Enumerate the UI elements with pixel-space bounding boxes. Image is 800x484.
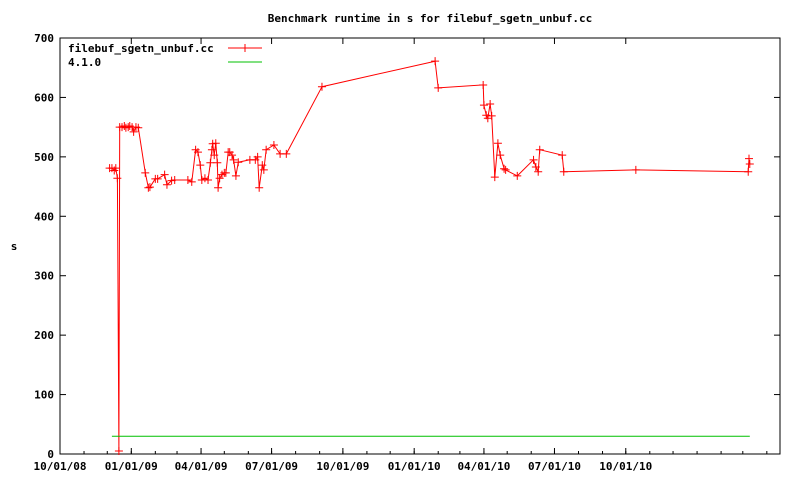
- legend-label-1: 4.1.0: [68, 56, 101, 69]
- data-point: [269, 140, 278, 149]
- x-tick-label: 01/01/09: [105, 460, 158, 473]
- data-point: [490, 173, 499, 182]
- legend-label-0: filebuf_sgetn_unbuf.cc: [68, 42, 214, 55]
- y-tick-label: 200: [34, 329, 54, 342]
- data-point: [170, 176, 179, 185]
- data-point: [231, 171, 240, 180]
- x-tick-label: 04/01/09: [175, 460, 228, 473]
- data-point: [501, 165, 510, 174]
- data-point: [207, 145, 216, 154]
- data-point: [234, 158, 243, 167]
- data-point: [187, 177, 196, 186]
- plot-frame: [59, 37, 781, 455]
- y-tick-label: 400: [34, 210, 54, 223]
- data-point: [258, 161, 267, 170]
- data-point: [253, 152, 262, 161]
- data-point: [479, 101, 488, 110]
- data-point: [558, 151, 567, 160]
- data-point: [559, 167, 568, 176]
- x-tick-label: 10/01/09: [316, 460, 369, 473]
- data-point: [496, 151, 505, 160]
- data-point: [153, 174, 162, 183]
- data-point: [144, 183, 153, 192]
- x-tick-label: 10/01/10: [599, 460, 652, 473]
- x-tick-label: 07/01/09: [245, 460, 298, 473]
- data-point: [631, 165, 640, 174]
- data-point: [221, 168, 230, 177]
- data-point: [229, 155, 238, 164]
- y-tick-label: 700: [34, 32, 54, 45]
- data-point: [262, 145, 271, 154]
- data-point: [535, 145, 544, 154]
- data-point: [745, 159, 754, 168]
- data-point: [529, 155, 538, 164]
- legend: filebuf_sgetn_unbuf.cc 4.1.0: [68, 42, 262, 69]
- data-point: [134, 123, 143, 132]
- data-point: [196, 161, 205, 170]
- data-point: [434, 83, 443, 92]
- data-point: [744, 154, 753, 163]
- data-point: [162, 180, 171, 189]
- data-point: [431, 57, 440, 66]
- data-point: [534, 167, 543, 176]
- y-tick-label: 0: [47, 448, 54, 461]
- data-point: [213, 158, 222, 167]
- data-point: [214, 183, 223, 192]
- data-point: [206, 158, 215, 167]
- y-tick-label: 300: [34, 270, 54, 283]
- data-point: [210, 151, 219, 160]
- x-tick-label: 07/01/10: [528, 460, 581, 473]
- data-point: [531, 162, 540, 171]
- data-point: [487, 111, 496, 120]
- y-tick-label: 100: [34, 389, 54, 402]
- series-group: [105, 57, 754, 456]
- data-point: [479, 80, 488, 89]
- axes: 0 100 200 300 400 500 600 700 10/01/08 01/01/09 04…: [34, 32, 781, 473]
- x-tick-label: 10/01/08: [34, 460, 87, 473]
- y-tick-label: 500: [34, 151, 54, 164]
- data-point: [744, 167, 753, 176]
- data-point: [193, 148, 202, 157]
- data-point: [259, 165, 268, 174]
- data-point: [228, 151, 237, 160]
- data-point: [500, 164, 509, 173]
- data-point: [204, 176, 213, 185]
- data-point: [486, 99, 495, 108]
- data-point: [255, 183, 264, 192]
- y-tick-label: 600: [34, 91, 54, 104]
- series-line-0: [109, 60, 751, 452]
- data-point: [513, 171, 522, 180]
- data-point: [114, 447, 123, 456]
- data-point: [111, 164, 120, 173]
- legend-marker-0: [241, 44, 249, 52]
- data-point: [211, 139, 220, 148]
- y-axis-label: s: [11, 240, 18, 253]
- x-tick-label: 01/01/10: [388, 460, 441, 473]
- data-point: [282, 149, 291, 158]
- data-point: [317, 82, 326, 91]
- chart-title: Benchmark runtime in s for filebuf_sgetn…: [268, 12, 593, 25]
- data-point: [145, 183, 154, 192]
- data-point: [160, 170, 169, 179]
- data-point: [129, 127, 138, 136]
- data-point: [493, 139, 502, 148]
- x-tick-label: 04/01/10: [457, 460, 510, 473]
- data-point: [141, 168, 150, 177]
- data-point: [183, 176, 192, 185]
- data-point: [113, 174, 122, 183]
